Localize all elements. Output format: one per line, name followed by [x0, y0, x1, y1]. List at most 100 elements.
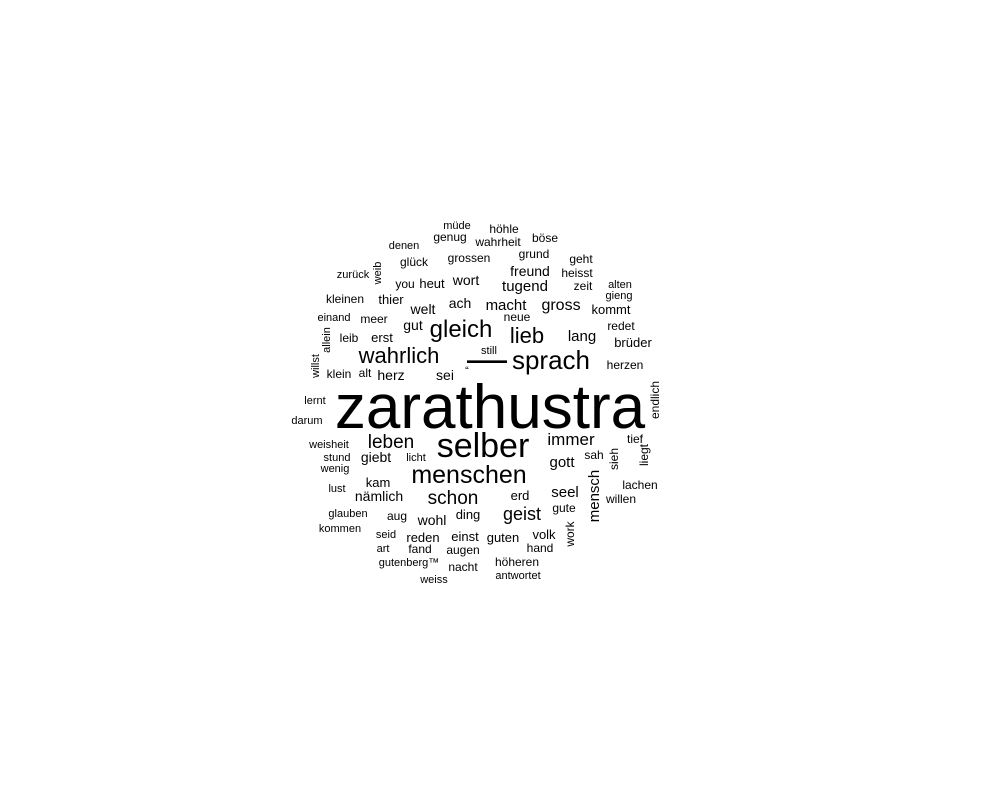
word-denen: denen — [389, 240, 420, 252]
word-zarathustra: zarathustra — [335, 373, 646, 442]
word-leben: leben — [368, 432, 415, 453]
word-immer: immer — [547, 430, 595, 449]
word-gieng: gieng — [606, 290, 633, 302]
word-sieh: sieh — [607, 448, 621, 470]
word-erst: erst — [371, 330, 393, 345]
word-leib: leib — [340, 331, 359, 345]
word-einand: einand — [317, 312, 350, 324]
word-geist: geist — [503, 504, 541, 524]
word-alten: alten — [608, 279, 632, 291]
word-you: you — [395, 277, 414, 291]
word-heut: heut — [419, 276, 445, 291]
word-heisst: heisst — [561, 266, 593, 280]
word-kam: kam — [366, 475, 391, 490]
word-höhle: höhle — [489, 222, 519, 236]
word-gross: gross — [541, 297, 580, 314]
word-müde: müde — [443, 220, 471, 232]
word-sprach: sprach — [512, 345, 590, 375]
word-work: work — [563, 520, 577, 547]
word-augen: augen — [446, 543, 479, 557]
word-selber: selber — [437, 427, 530, 465]
word-thier: thier — [378, 292, 404, 307]
word-grund: grund — [519, 247, 550, 261]
word-symbol: “ — [465, 365, 469, 377]
word-wohl: wohl — [417, 512, 447, 528]
word-lieb: lieb — [510, 323, 544, 348]
word-volk: volk — [532, 527, 556, 542]
word-alt: alt — [359, 366, 372, 380]
word-fand: fand — [408, 542, 431, 556]
word-nämlich: nämlich — [355, 488, 403, 504]
word-meer: meer — [360, 312, 387, 326]
word-willst: willst — [310, 354, 322, 379]
word-freund: freund — [510, 263, 550, 279]
word-gott: gott — [549, 454, 575, 471]
word-herzen: herzen — [607, 358, 644, 372]
word-allein: allein — [321, 327, 333, 353]
word-wahrlich: wahrlich — [358, 343, 440, 368]
word-gute: gute — [552, 501, 576, 515]
word-wenig: wenig — [320, 463, 350, 475]
word-herz: herz — [377, 367, 404, 383]
word-weiss: weiss — [419, 574, 448, 586]
word-kommen: kommen — [319, 523, 361, 535]
word-antwortet: antwortet — [495, 570, 540, 582]
word-zurück: zurück — [337, 269, 370, 281]
word-lernt: lernt — [304, 395, 325, 407]
word-geht: geht — [569, 252, 593, 266]
word-seel: seel — [551, 484, 579, 501]
word-höheren: höheren — [495, 555, 539, 569]
word-kleinen: kleinen — [326, 292, 364, 306]
word-weib: weib — [372, 262, 384, 286]
word-tief: tief — [627, 432, 644, 446]
word-lust: lust — [328, 483, 345, 495]
word-brüder: brüder — [614, 335, 652, 350]
word-schon: schon — [428, 488, 479, 509]
word-grossen: grossen — [448, 251, 491, 265]
word-menschen: menschen — [411, 461, 526, 489]
word-einst: einst — [451, 529, 479, 544]
word-zeit: zeit — [574, 279, 593, 293]
word-reden: reden — [406, 530, 439, 545]
word-weisheit: weisheit — [308, 439, 349, 451]
word-ach: ach — [449, 295, 472, 311]
word-wort: wort — [452, 272, 480, 288]
word-licht: licht — [406, 452, 426, 464]
word-endlich: endlich — [648, 381, 662, 419]
word-mensch: mensch — [586, 470, 603, 523]
word-nacht: nacht — [448, 560, 478, 574]
word-giebt: giebt — [361, 449, 391, 465]
word-lang: lang — [568, 328, 596, 345]
word-gut: gut — [403, 317, 423, 333]
word-sah: sah — [584, 448, 603, 462]
word-liegt: liegt — [637, 443, 651, 466]
word-gutenberg: gutenberg™ — [379, 557, 440, 569]
word-ding: ding — [456, 507, 481, 522]
word-symbol: — — [467, 337, 507, 381]
word-willen: willen — [605, 492, 636, 506]
word-wahrheit: wahrheit — [474, 235, 521, 249]
word-redet: redet — [607, 319, 635, 333]
word-darum: darum — [291, 415, 322, 427]
word-macht: macht — [486, 297, 528, 314]
word-böse: böse — [532, 231, 558, 245]
word-genug: genug — [433, 230, 466, 244]
word-welt: welt — [410, 301, 436, 317]
word-glauben: glauben — [328, 508, 367, 520]
word-guten: guten — [487, 530, 520, 545]
word-seid: seid — [376, 529, 396, 541]
word-stund: stund — [324, 452, 351, 464]
word-sei: sei — [436, 367, 454, 383]
word-kommt: kommt — [592, 302, 631, 317]
word-klein: klein — [327, 367, 352, 381]
word-aug: aug — [387, 509, 407, 523]
word-lachen: lachen — [622, 478, 657, 492]
word-hand: hand — [527, 541, 554, 555]
word-tugend: tugend — [502, 278, 548, 295]
word-gleich: gleich — [430, 316, 493, 343]
word-still: still — [481, 345, 497, 357]
word-art: art — [377, 543, 390, 555]
word-neue: neue — [504, 310, 531, 324]
word-glück: glück — [400, 255, 429, 269]
